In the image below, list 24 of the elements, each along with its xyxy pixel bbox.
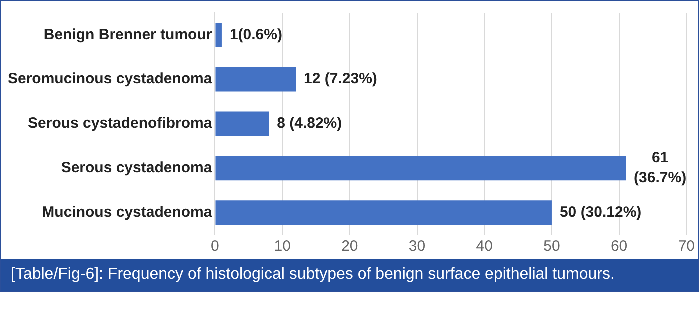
x-tick-label: 70 — [678, 238, 695, 256]
data-label: 50 (30.12%) — [560, 204, 642, 221]
text: [Table/Fig-6]: Frequency of histological subtypes of benign surface epithelial tumours. — [1, 259, 698, 291]
bar — [216, 200, 552, 226]
x-tick-label: 0 — [211, 238, 220, 256]
data-label: 8 (4.82%) — [277, 115, 342, 132]
x-tick-label: 40 — [476, 238, 493, 256]
x-tick-label: 60 — [610, 238, 628, 256]
bar — [216, 22, 222, 48]
y-tick-label: Mucinous cystadenoma — [42, 204, 213, 221]
data-label: 61 (36.7%) — [634, 150, 687, 187]
x-tick-label: 50 — [544, 238, 560, 256]
x-tick-label: 20 — [342, 238, 358, 256]
y-tick-label: Seromucinous cystadenoma — [8, 70, 213, 88]
y-tick-label: Benign Brenner tumour — [44, 26, 212, 44]
x-tick-label: 10 — [274, 238, 291, 256]
data-label: 1(0.6%) — [230, 26, 282, 44]
y-tick-label: Serous cystadenofibroma — [28, 115, 213, 132]
y-tick-label: Serous cystadenoma — [61, 160, 213, 177]
x-tick-label: 30 — [408, 238, 426, 256]
data-label: 12 (7.23%) — [304, 70, 378, 88]
bar — [216, 156, 626, 181]
bar — [216, 112, 270, 136]
bar — [216, 67, 296, 92]
